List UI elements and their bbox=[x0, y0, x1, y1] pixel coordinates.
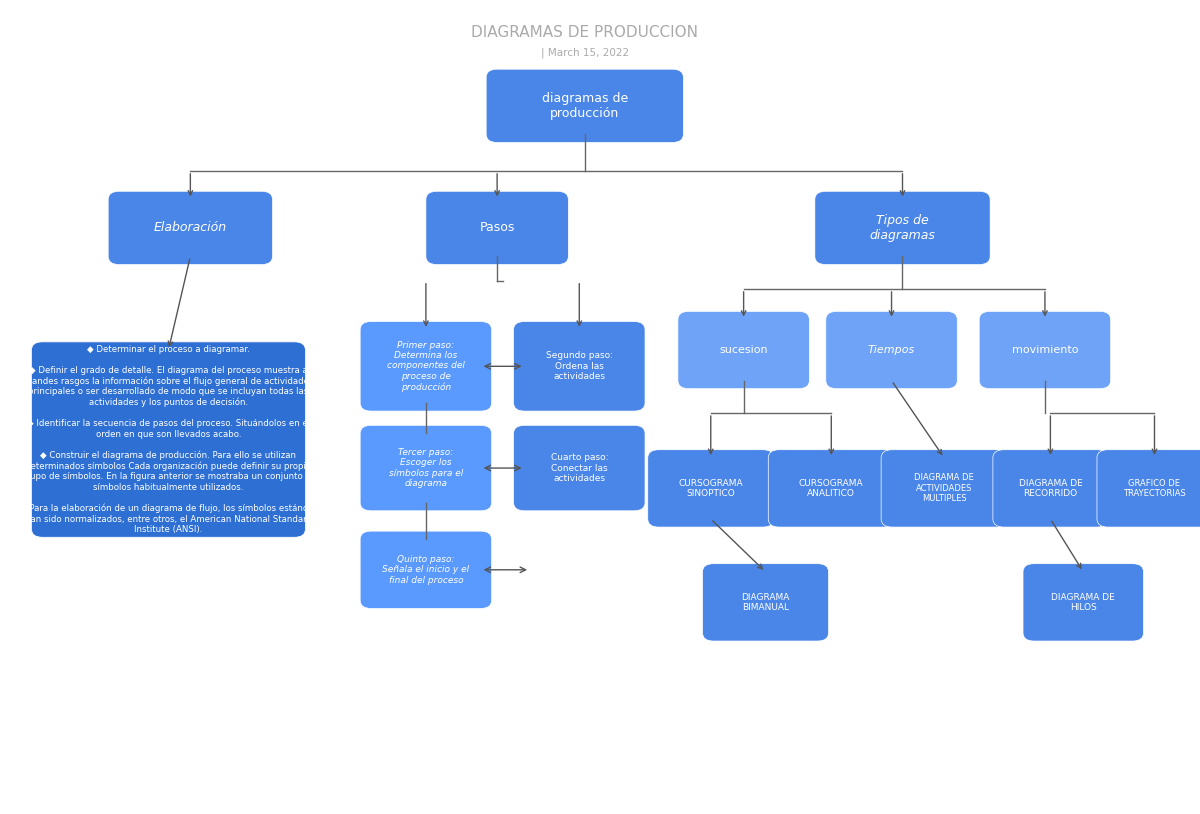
Text: DIAGRAMAS DE PRODUCCION: DIAGRAMAS DE PRODUCCION bbox=[472, 25, 698, 40]
FancyBboxPatch shape bbox=[979, 312, 1111, 389]
FancyBboxPatch shape bbox=[1024, 563, 1144, 641]
FancyBboxPatch shape bbox=[514, 425, 646, 511]
FancyBboxPatch shape bbox=[360, 425, 492, 511]
Text: CURSOGRAMA
SINOPTICO: CURSOGRAMA SINOPTICO bbox=[678, 479, 743, 498]
Text: ◆ Determinar el proceso a diagramar.

◆ Definir el grado de detalle. El diagrama: ◆ Determinar el proceso a diagramar. ◆ D… bbox=[20, 345, 317, 534]
Text: Segundo paso:
Ordena las
actividades: Segundo paso: Ordena las actividades bbox=[546, 352, 613, 381]
Text: DIAGRAMA DE
ACTIVIDADES
MULTIPLES: DIAGRAMA DE ACTIVIDADES MULTIPLES bbox=[914, 474, 974, 503]
Text: Tercer paso:
Escoger los
símbolos para el
diagrama: Tercer paso: Escoger los símbolos para e… bbox=[389, 448, 463, 488]
FancyBboxPatch shape bbox=[360, 532, 492, 609]
FancyBboxPatch shape bbox=[768, 449, 894, 527]
Text: GRAFICO DE
TRAYECTORIAS: GRAFICO DE TRAYECTORIAS bbox=[1123, 479, 1186, 498]
FancyBboxPatch shape bbox=[360, 322, 492, 411]
FancyBboxPatch shape bbox=[881, 449, 1007, 527]
Text: Pasos: Pasos bbox=[480, 221, 515, 234]
Text: Quinto paso:
Señala el inicio y el
final del proceso: Quinto paso: Señala el inicio y el final… bbox=[383, 555, 469, 584]
Text: Tipos de
diagramas: Tipos de diagramas bbox=[870, 214, 936, 242]
FancyBboxPatch shape bbox=[815, 191, 990, 265]
FancyBboxPatch shape bbox=[678, 312, 809, 389]
Text: | March 15, 2022: | March 15, 2022 bbox=[541, 48, 629, 58]
FancyBboxPatch shape bbox=[426, 191, 569, 265]
FancyBboxPatch shape bbox=[702, 563, 828, 641]
Text: movimiento: movimiento bbox=[1012, 345, 1078, 355]
Text: DIAGRAMA
BIMANUAL: DIAGRAMA BIMANUAL bbox=[742, 593, 790, 612]
Text: CURSOGRAMA
ANALITICO: CURSOGRAMA ANALITICO bbox=[799, 479, 864, 498]
Text: Elaboración: Elaboración bbox=[154, 221, 227, 234]
Text: Tiempos: Tiempos bbox=[868, 345, 916, 355]
FancyBboxPatch shape bbox=[108, 191, 272, 265]
Text: DIAGRAMA DE
RECORRIDO: DIAGRAMA DE RECORRIDO bbox=[1019, 479, 1082, 498]
FancyBboxPatch shape bbox=[31, 342, 305, 537]
FancyBboxPatch shape bbox=[486, 69, 683, 142]
FancyBboxPatch shape bbox=[826, 312, 958, 389]
Text: diagramas de
producción: diagramas de producción bbox=[541, 92, 628, 120]
Text: Cuarto paso:
Conectar las
actividades: Cuarto paso: Conectar las actividades bbox=[551, 453, 608, 483]
FancyBboxPatch shape bbox=[648, 449, 774, 527]
Text: Primer paso:
Determina los
componentes del
proceso de
producción: Primer paso: Determina los componentes d… bbox=[386, 341, 464, 392]
FancyBboxPatch shape bbox=[1097, 449, 1200, 527]
FancyBboxPatch shape bbox=[992, 449, 1108, 527]
Text: sucesion: sucesion bbox=[719, 345, 768, 355]
FancyBboxPatch shape bbox=[514, 322, 646, 411]
Text: DIAGRAMA DE
HILOS: DIAGRAMA DE HILOS bbox=[1051, 593, 1115, 612]
